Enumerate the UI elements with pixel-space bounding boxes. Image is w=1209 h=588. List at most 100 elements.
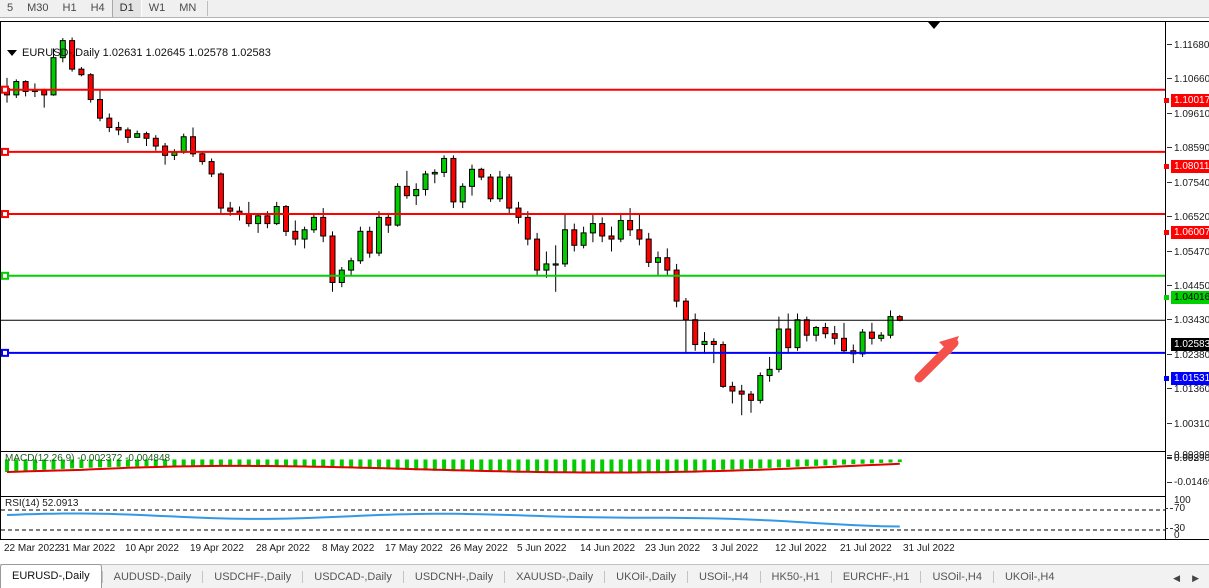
chart-tab[interactable]: XAUUSD-,Daily	[516, 570, 594, 583]
price-tick-label: 1.01360	[1174, 384, 1209, 395]
price-tick-label: 0.99290	[1174, 453, 1209, 464]
macd-histogram-bar	[683, 459, 688, 471]
candlestick	[478, 167, 485, 181]
candlestick	[338, 266, 345, 288]
macd-histogram-bar	[265, 459, 270, 467]
price-marker-label[interactable]: 1.08011	[1164, 160, 1209, 173]
macd-histogram-bar	[349, 459, 354, 469]
macd-histogram-bar	[311, 459, 316, 468]
level-line-anchor[interactable]	[1, 210, 9, 219]
candlestick	[710, 338, 717, 364]
price-marker-handle[interactable]	[1164, 230, 1169, 235]
price-marker-label[interactable]: 1.04016	[1164, 291, 1209, 304]
chart-tab[interactable]: EURCHF-,H1	[842, 570, 910, 583]
candlestick	[552, 245, 559, 292]
timeframe-button-m5[interactable]: 5	[7, 2, 14, 14]
chart-tab[interactable]: USOil-,H4	[699, 570, 749, 583]
candlestick	[655, 251, 661, 277]
up-trend-arrow-head	[939, 336, 959, 354]
macd-histogram-bar	[98, 459, 102, 468]
candlestick	[357, 226, 364, 264]
price-marker-label[interactable]: 1.01531	[1164, 372, 1209, 385]
chart-tab[interactable]: USOil-,H4	[932, 570, 982, 583]
candlestick	[878, 332, 885, 342]
macd-signal-line	[6, 462, 900, 474]
timeframe-button-mn[interactable]: MN	[179, 2, 197, 14]
price-tick: 1.01360	[1167, 384, 1209, 395]
price-tick-label: 1.04450	[1174, 281, 1209, 292]
candlestick	[496, 170, 503, 202]
candlestick	[162, 142, 169, 165]
level-line-anchor[interactable]	[1, 147, 9, 156]
time-scale[interactable]: 22 Mar 2022 31 Mar 2022 10 Apr 2022 19 Apr …	[0, 541, 1166, 563]
price-marker-value: 1.10017	[1174, 95, 1209, 106]
timeframe-button-w1[interactable]: W1	[148, 2, 166, 14]
macd-histogram-bar	[767, 459, 772, 468]
macd-histogram-bar	[711, 459, 716, 471]
macd-histogram-bar	[404, 459, 409, 470]
macd-histogram-bar	[153, 459, 158, 467]
timeframe-button-m30[interactable]: M30	[27, 2, 49, 14]
price-marker-label[interactable]: 1.02583	[1171, 338, 1209, 351]
candlestick	[608, 226, 615, 252]
candlestick	[487, 173, 494, 202]
rsi-label: RSI(14) 52.0913	[5, 498, 79, 509]
timeframe-button-h4[interactable]: H4	[90, 2, 105, 14]
chart-tab[interactable]: AUDUSD-,Daily	[113, 570, 192, 583]
level-line-anchor[interactable]	[1, 271, 9, 280]
macd-histogram-bar	[590, 459, 595, 473]
price-marker-label[interactable]: 1.06007	[1164, 226, 1209, 239]
candlestick	[394, 183, 401, 227]
rsi-panel[interactable]: RSI(14) 52.0913	[1, 496, 1165, 539]
macd-histogram-bar	[814, 459, 819, 466]
price-marker-handle[interactable]	[1164, 295, 1169, 300]
tab-separator	[920, 570, 922, 583]
date-tick-label: 31 Jul 2022	[903, 543, 955, 554]
candlestick	[868, 322, 875, 345]
price-scale[interactable]: 1.11680 1.10660 1.09610 1.08590 1.07540 1.065…	[1164, 21, 1209, 541]
macd-panel[interactable]: MACD(12,26,9) -0.002372 -0.004848	[1, 451, 1165, 495]
tab-scroll-right-icon[interactable]: ▶	[1192, 573, 1199, 583]
timeframe-button-h1[interactable]: H1	[62, 2, 77, 14]
tab-separator	[101, 570, 103, 583]
price-tick: 1.05470	[1167, 247, 1209, 258]
rsi-tick-label: 30	[1174, 523, 1186, 534]
chart-tab[interactable]: HK50-,H1	[771, 570, 820, 583]
timeframe-button-d1[interactable]: D1	[111, 0, 142, 17]
candlestick	[645, 232, 652, 267]
candlestick	[50, 48, 57, 96]
tab-separator	[604, 570, 606, 583]
chart-tab-active[interactable]: EURUSD-,Daily	[0, 564, 102, 588]
price-marker-label[interactable]: 1.10017	[1164, 94, 1209, 107]
price-marker-handle[interactable]	[1164, 164, 1169, 169]
macd-histogram-bar	[144, 459, 149, 467]
level-line-anchor[interactable]	[1, 85, 9, 94]
chart-tab[interactable]: USDCNH-,Daily	[414, 570, 494, 583]
price-marker-handle[interactable]	[1164, 98, 1169, 103]
chart-tab[interactable]: UKOil-,H4	[1004, 570, 1055, 583]
macd-histogram-bar	[730, 459, 735, 470]
macd-histogram-bar	[702, 459, 707, 471]
candlestick	[664, 248, 671, 277]
macd-tick-label: -0.014693	[1174, 477, 1209, 488]
macd-histogram-bar	[293, 459, 298, 467]
macd-histogram-bar	[758, 459, 763, 469]
chart-tab[interactable]: UKOil-,Daily	[616, 570, 677, 583]
tab-scroll-left-icon[interactable]: ◀	[1173, 573, 1181, 583]
chevron-down-icon[interactable]	[7, 50, 17, 56]
candlestick	[692, 313, 699, 351]
macd-histogram-bar	[665, 459, 670, 472]
chart-tab[interactable]: USDCAD-,Daily	[314, 570, 392, 583]
candlestick	[589, 214, 596, 243]
macd-histogram-bar	[553, 459, 558, 473]
chart-top-marker-icon	[928, 22, 940, 29]
price-marker-handle[interactable]	[1164, 376, 1169, 381]
candlestick	[673, 263, 680, 308]
chart-tab[interactable]: USDCHF-,Daily	[214, 570, 292, 583]
chart-canvas[interactable]: EURUSD-,Daily 1.02631 1.02645 1.02578 1.…	[0, 21, 1166, 540]
level-line-anchor[interactable]	[1, 348, 9, 357]
price-tick-label: 1.02380	[1174, 350, 1209, 361]
candlestick	[134, 130, 141, 138]
macd-histogram-bar	[135, 459, 140, 467]
price-panel[interactable]	[1, 22, 1165, 450]
